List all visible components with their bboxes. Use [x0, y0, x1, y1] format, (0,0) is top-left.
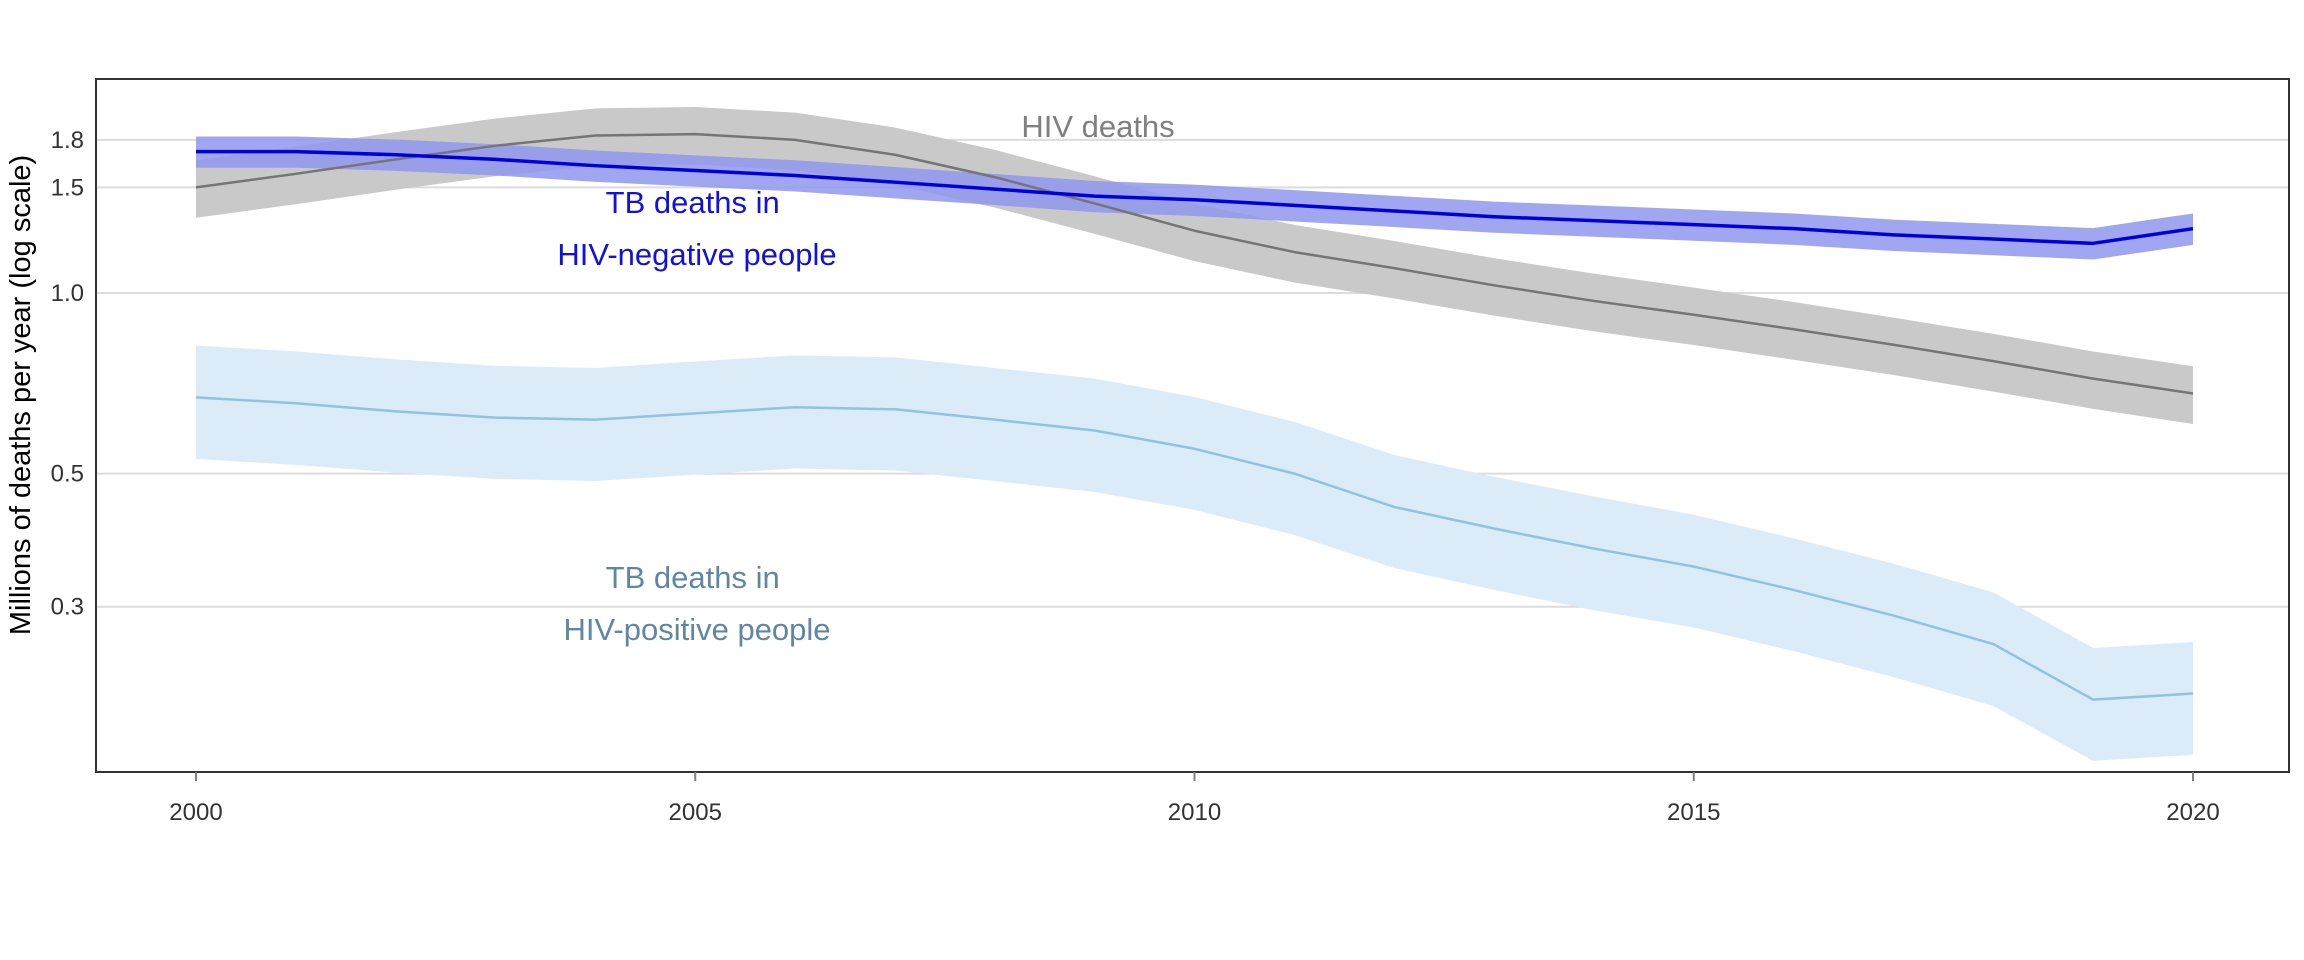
annotation-tb-hiv-negative-line1: TB deaths in	[606, 185, 780, 220]
annotation-hiv-deaths-line1: HIV deaths	[1021, 109, 1174, 144]
confidence-band	[196, 136, 2193, 260]
confidence-band	[196, 106, 2193, 424]
confidence-band	[196, 345, 2193, 761]
series-line	[195, 396, 2194, 701]
x-axis-tick-labels: 2000 2005 2010 2015 2020	[169, 799, 2219, 826]
x-tick-label: 2000	[169, 799, 222, 826]
svg-text:TB deaths in HIV-negat: TB deaths in HIV-negative people	[557, 185, 836, 272]
annotation-tb-hiv-positive: TB deaths in HIV-positive people	[563, 560, 830, 647]
annotation-hiv-deaths: HIV deaths	[1021, 109, 1174, 144]
y-tick-label: 1.0	[51, 280, 84, 307]
line-tb-hiv-positive	[195, 396, 2194, 701]
y-tick-label: 0.3	[51, 594, 84, 621]
y-tick-label: 1.5	[51, 174, 84, 201]
band-hiv-deaths	[196, 106, 2193, 424]
series-line	[195, 132, 2194, 395]
y-tick-label: 0.5	[51, 461, 84, 488]
x-tick-label: 2015	[1667, 799, 1720, 826]
annotation-tb-hiv-positive-line1: TB deaths in	[606, 560, 780, 595]
panel-border	[95, 78, 2290, 773]
annotation-tb-hiv-negative: TB deaths in HIV-negative people	[557, 185, 836, 272]
y-tick-label: 1.8	[51, 127, 84, 154]
annotation-tb-hiv-negative-line2: HIV-negative people	[557, 237, 836, 272]
line-tb-hiv-negative	[196, 149, 2194, 246]
x-tick-label: 2020	[2166, 799, 2219, 826]
svg-text:HIV deaths: HIV deaths	[1021, 109, 1174, 144]
line-hiv-deaths	[195, 132, 2194, 395]
svg-text:TB deaths in HIV-posit: TB deaths in HIV-positive people	[563, 560, 830, 647]
band-tb-hiv-positive	[196, 345, 2193, 761]
x-tick-label: 2005	[669, 799, 722, 826]
band-tb-hiv-negative	[196, 136, 2193, 260]
y-axis-tick-labels: 1.8 1.5 1.0 0.5 0.3	[51, 127, 84, 621]
x-tick-label: 2010	[1168, 799, 1221, 826]
x-axis-ticks	[195, 772, 2194, 781]
series-line	[196, 149, 2194, 246]
annotation-tb-hiv-positive-line2: HIV-positive people	[563, 612, 830, 647]
y-axis-title: Millions of deaths per year (log scale)	[5, 155, 37, 635]
